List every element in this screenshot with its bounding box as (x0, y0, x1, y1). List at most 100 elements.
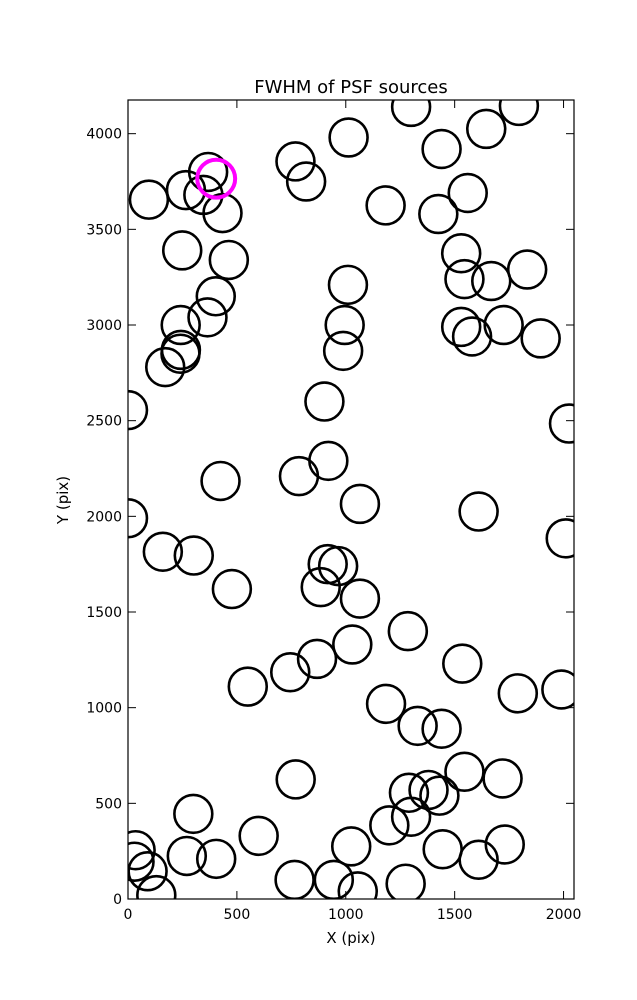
x-tick-label: 1000 (328, 907, 364, 923)
source-marker (421, 708, 462, 749)
source-marker (275, 141, 316, 182)
source-marker (483, 304, 524, 346)
source-marker (187, 151, 229, 193)
source-marker (187, 297, 228, 338)
source-marker (337, 871, 378, 899)
source-marker (470, 260, 512, 302)
source-marker (275, 759, 316, 800)
source-marker (202, 192, 243, 234)
chart-title: FWHM of PSF sources (254, 77, 448, 98)
source-marker (498, 100, 540, 127)
source-marker (444, 258, 485, 300)
source-marker (484, 824, 525, 865)
source-marker (387, 610, 429, 652)
source-marker (269, 652, 311, 693)
source-marker (458, 839, 499, 881)
source-marker (160, 333, 201, 374)
source-marker (285, 161, 327, 202)
source-marker (440, 306, 482, 348)
source-marker (173, 793, 214, 835)
source-marker (365, 185, 406, 226)
source-marker (324, 304, 365, 346)
source-marker (317, 545, 359, 587)
y-tick-label: 2500 (86, 414, 122, 430)
y-tick-label: 1000 (86, 701, 122, 717)
source-marker (161, 230, 203, 271)
source-marker (390, 796, 432, 837)
y-tick-label: 2000 (86, 509, 122, 525)
source-marker (390, 100, 432, 128)
source-marker (200, 460, 241, 502)
x-axis-label: X (pix) (326, 929, 375, 947)
source-marker (208, 239, 250, 281)
source-marker (227, 666, 269, 707)
source-marker (304, 381, 345, 422)
source-marker (520, 318, 561, 359)
source-marker (128, 829, 156, 871)
source-marker (296, 638, 338, 680)
source-marker (328, 117, 369, 158)
x-tick-label: 500 (224, 907, 251, 923)
source-marker (497, 673, 539, 714)
source-marker (385, 863, 426, 899)
source-marker (419, 775, 460, 816)
source-marker (447, 172, 488, 214)
y-axis: 0 500 1000 1500 2000 2500 3000 3500 4000 (86, 127, 574, 908)
x-axis: 0 500 1000 1500 2000 (124, 100, 582, 923)
source-marker (128, 851, 168, 892)
source-marker (327, 264, 369, 306)
y-tick-label: 0 (113, 892, 122, 908)
source-marker (313, 859, 355, 899)
plot-frame (127, 99, 575, 900)
source-marker (166, 835, 208, 877)
source-marker (451, 316, 493, 357)
source-marker (545, 518, 574, 559)
source-marker (369, 805, 410, 846)
source-marker (211, 568, 253, 610)
source-marker (128, 841, 155, 882)
source-marker (238, 815, 279, 857)
y-tick-label: 3000 (86, 318, 122, 334)
source-marker (541, 669, 574, 710)
x-tick-label: 2000 (546, 907, 582, 923)
y-tick-label: 3500 (86, 222, 122, 238)
y-tick-label: 500 (95, 796, 122, 812)
source-marker (330, 826, 372, 867)
source-marker (397, 705, 438, 747)
source-marker (278, 455, 320, 497)
y-tick-label: 4000 (86, 127, 122, 143)
source-marker (339, 483, 381, 525)
source-marker (482, 758, 523, 799)
source-marker (506, 249, 548, 290)
source-marker (144, 346, 186, 388)
source-marker (136, 874, 177, 899)
source-marker (458, 491, 499, 532)
source-marker (421, 128, 462, 170)
source-marker (322, 330, 364, 372)
source-marker (160, 304, 201, 346)
source-marker (418, 193, 459, 235)
source-marker (142, 531, 184, 572)
source-marker (160, 329, 202, 371)
source-marker (444, 751, 485, 793)
source-marker (548, 403, 574, 444)
source-marker (173, 535, 215, 576)
source-marker (274, 859, 315, 899)
source-marker (388, 772, 430, 814)
source-marker (440, 233, 482, 274)
x-tick-label: 0 (124, 907, 133, 923)
marker-layer (128, 100, 574, 899)
highlighted-source-marker (195, 157, 238, 200)
source-marker (422, 828, 463, 870)
source-marker (300, 566, 341, 608)
source-marker (442, 643, 483, 684)
source-marker (308, 440, 349, 482)
source-marker (465, 108, 507, 150)
x-tick-label: 1500 (437, 907, 473, 923)
source-marker (128, 179, 170, 220)
source-marker (195, 838, 237, 880)
source-marker (332, 624, 373, 665)
y-axis-label: Y (pix) (54, 476, 72, 525)
source-marker (339, 578, 381, 619)
